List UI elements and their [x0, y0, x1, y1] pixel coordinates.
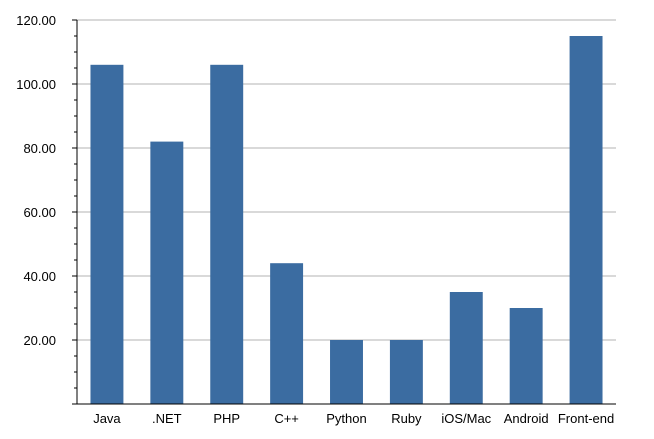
y-tick-label: 120.00 — [16, 13, 56, 28]
y-tick-label: 60.00 — [23, 205, 56, 220]
x-tick-labels: Java .NET PHP C++ Python Ruby iOS/Mac Android Fr… — [93, 411, 614, 426]
bar-c — [270, 263, 304, 404]
x-tick-label: .NET — [152, 411, 182, 426]
bar-java — [90, 64, 124, 405]
bar-ios-mac — [449, 292, 483, 404]
x-tick-label: Ruby — [391, 411, 422, 426]
bar-php — [210, 64, 244, 405]
x-tick-label: Python — [326, 411, 366, 426]
axes — [72, 19, 616, 405]
x-tick-label: C++ — [274, 411, 299, 426]
bar-python — [330, 340, 363, 404]
bar-net — [150, 141, 184, 404]
bar-ruby — [389, 340, 423, 404]
bar-android — [509, 308, 543, 404]
y-tick-label: 80.00 — [23, 141, 56, 156]
x-tick-label: Java — [93, 411, 121, 426]
x-tick-label: iOS/Mac — [441, 411, 491, 426]
y-tick-label: 100.00 — [16, 77, 56, 92]
y-tick-labels: 20.00 40.00 60.00 80.00 100.00 120.00 — [16, 13, 56, 348]
x-tick-label: Front-end — [558, 411, 614, 426]
x-tick-label: PHP — [213, 411, 240, 426]
bars — [90, 36, 603, 405]
x-tick-label: Android — [504, 411, 549, 426]
y-tick-label: 40.00 — [23, 269, 56, 284]
bar-front-end — [569, 36, 603, 404]
y-tick-label: 20.00 — [23, 333, 56, 348]
